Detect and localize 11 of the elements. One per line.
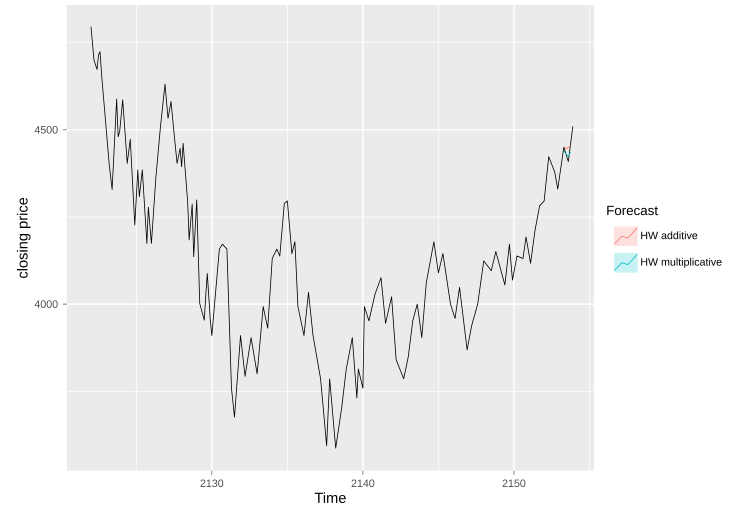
legend-title: Forecast (607, 206, 658, 216)
x-axis-title: Time (314, 492, 346, 503)
legend-label: HW multiplicative (641, 258, 722, 268)
y-axis-title: closing price (16, 198, 31, 278)
y-tick-label: 4500 (34, 126, 58, 134)
x-tick-label: 2130 (200, 480, 224, 488)
x-tick-label: 2150 (502, 480, 526, 488)
y-tick-label: 4000 (34, 300, 58, 308)
line-series (90, 26, 574, 449)
legend-label: HW additive (641, 231, 698, 240)
x-tick-label: 2140 (352, 480, 374, 488)
